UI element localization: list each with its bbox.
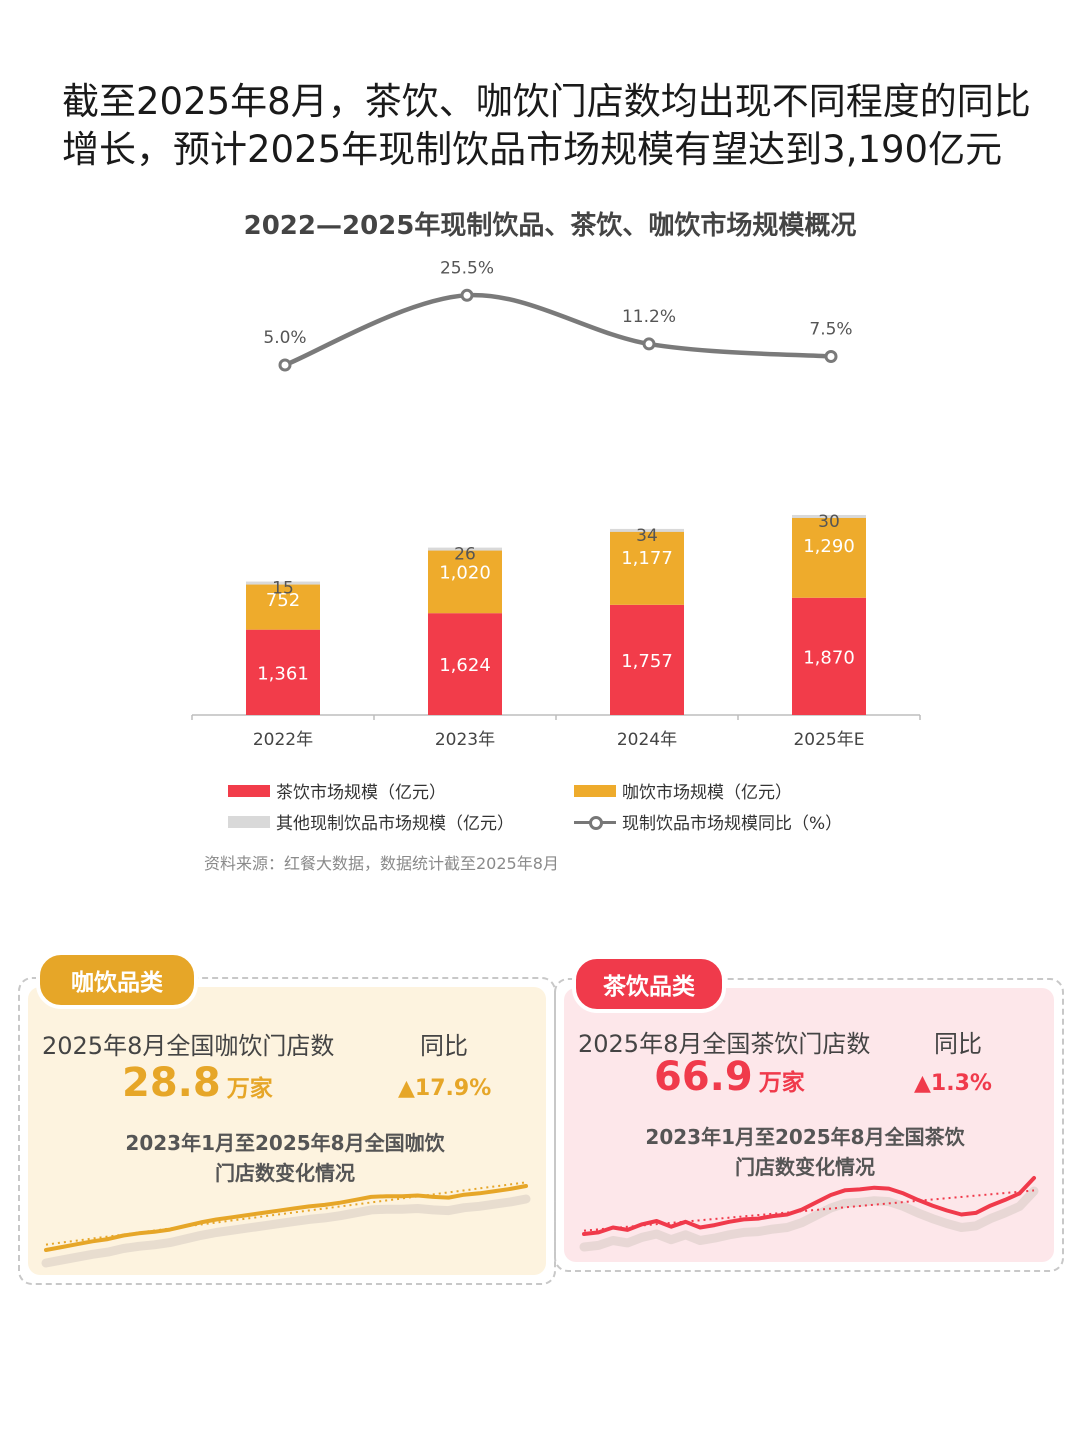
bar-0-2 <box>610 604 684 715</box>
tea-trend-title: 2023年1月至2025年8月全国茶饮 门店数变化情况 <box>580 1122 1030 1182</box>
tea-card-tag: 茶饮品类 <box>572 955 726 1013</box>
coffee-card-label: 2025年8月全国咖饮门店数 <box>42 1032 335 1060</box>
tea-yoy-value: 1.3% <box>930 1071 992 1096</box>
coffee-trend-title: 2023年1月至2025年8月全国咖饮 门店数变化情况 <box>60 1128 510 1188</box>
bar-0-0 <box>246 629 320 715</box>
bar-0-1 <box>428 613 502 715</box>
bar-label-other-2: 34 <box>636 526 658 546</box>
x-tick-label-0: 2022年 <box>253 730 313 750</box>
legend-tea-label: 茶饮市场规模（亿元） <box>276 783 446 803</box>
tea-card-label: 2025年8月全国茶饮门店数 <box>578 1030 871 1058</box>
coffee-trend-line <box>44 1184 528 1252</box>
headline-line-1: 截至2025年8月，茶饮、咖饮门店数均出现不同程度的同比 <box>62 80 1031 123</box>
bar-1-2 <box>610 531 684 605</box>
bar-2-2 <box>610 528 684 532</box>
bar-label-coffee-0: 752 <box>266 590 300 611</box>
legend-other: 其他现制饮品市场规模（亿元） <box>228 809 514 834</box>
yoy-point-1 <box>460 288 474 302</box>
legend-other-swatch <box>228 815 270 828</box>
bar-label-coffee-2: 1,177 <box>621 548 673 569</box>
legend-other-label: 其他现制饮品市场规模（亿元） <box>276 814 514 834</box>
x-tick-label-3: 2025年E <box>793 730 864 750</box>
coffee-card-background <box>28 987 546 1275</box>
coffee-card-yoy-label: 同比 <box>420 1032 468 1060</box>
tea-trend-title-line-1: 2023年1月至2025年8月全国茶饮 <box>645 1125 965 1149</box>
bar-label-tea-0: 1,361 <box>257 663 309 684</box>
coffee-count-unit: 万家 <box>226 1076 273 1102</box>
yoy-point-0 <box>278 358 292 372</box>
legend-tea-swatch <box>228 784 270 797</box>
coffee-trend-title-line-2: 门店数变化情况 <box>215 1161 355 1185</box>
yoy-point-3 <box>824 350 838 363</box>
coffee-yoy: ▲17.9% <box>398 1076 491 1101</box>
coffee-count-value: 28.8 <box>122 1060 221 1106</box>
coffee-card-tag: 咖饮品类 <box>36 951 198 1009</box>
tea-card-yoy-label: 同比 <box>934 1030 982 1058</box>
tea-count-unit: 万家 <box>758 1070 805 1096</box>
yoy-label-2: 11.2% <box>622 307 676 327</box>
tea-card-background <box>564 988 1054 1262</box>
coffee-yoy-value: 17.9% <box>414 1076 492 1101</box>
headline-line-2: 增长，预计2025年现制饮品市场规模有望达到3,190亿元 <box>62 128 1003 171</box>
bar-label-coffee-1: 1,020 <box>439 563 491 584</box>
coffee-card <box>18 977 556 1285</box>
bar-label-tea-3: 1,870 <box>803 647 855 668</box>
yoy-line <box>282 292 834 368</box>
yoy-label-0: 5.0% <box>263 328 306 348</box>
legend-coffee-label: 咖饮市场规模（亿元） <box>622 783 792 803</box>
bar-2-1 <box>428 547 502 551</box>
yoy-point-2 <box>642 337 656 351</box>
chart-legend: 茶饮市场规模（亿元） 咖饮市场规模（亿元） 其他现制饮品市场规模（亿元） 现制饮… <box>228 778 928 838</box>
coffee-store-count: 28.8 万家 <box>122 1060 273 1106</box>
x-tick-label-2: 2024年 <box>617 730 677 750</box>
legend-coffee-swatch <box>574 784 616 797</box>
up-triangle-icon: ▲ <box>914 1071 931 1096</box>
source-note: 资料来源：红餐大数据，数据统计截至2025年8月 <box>204 854 559 873</box>
yoy-label-1: 25.5% <box>440 258 494 278</box>
headline: 截至2025年8月，茶饮、咖饮门店数均出现不同程度的同比 增长，预计2025年现… <box>62 78 1062 174</box>
tea-count-value: 66.9 <box>654 1054 753 1100</box>
coffee-trend-dotted-line <box>45 1181 527 1246</box>
legend-tea: 茶饮市场规模（亿元） <box>228 778 446 803</box>
bar-1-0 <box>246 582 320 630</box>
tea-trend-title-line-2: 门店数变化情况 <box>735 1155 875 1179</box>
legend-yoy: 现制饮品市场规模同比（%） <box>574 809 842 834</box>
tea-store-count: 66.9 万家 <box>654 1054 805 1100</box>
yoy-label-3: 7.5% <box>809 320 852 340</box>
legend-yoy-line-icon <box>574 815 616 830</box>
bar-label-tea-2: 1,757 <box>621 651 673 672</box>
bar-label-tea-1: 1,624 <box>439 655 491 676</box>
tea-card <box>554 978 1064 1272</box>
bar-2-0 <box>246 581 320 585</box>
bar-1-3 <box>792 516 866 598</box>
tea-trend-shadow <box>579 1186 1039 1252</box>
bar-1-1 <box>428 549 502 614</box>
legend-coffee: 咖饮市场规模（亿元） <box>574 778 792 803</box>
legend-yoy-label: 现制饮品市场规模同比（%） <box>622 814 843 834</box>
x-tick-label-1: 2023年 <box>435 730 495 750</box>
bar-0-3 <box>792 597 866 715</box>
bar-label-other-0: 15 <box>272 579 294 599</box>
bar-label-coffee-3: 1,290 <box>803 536 855 557</box>
coffee-trend-title-line-1: 2023年1月至2025年8月全国咖饮 <box>125 1131 445 1155</box>
up-triangle-icon: ▲ <box>398 1076 415 1101</box>
chart-title: 2022—2025年现制饮品、茶饮、咖饮市场规模概况 <box>243 211 857 241</box>
coffee-trend-shadow <box>41 1194 531 1268</box>
bar-2-3 <box>792 514 866 518</box>
tea-yoy: ▲1.3% <box>914 1071 992 1096</box>
bar-label-other-1: 26 <box>454 545 476 565</box>
coffee-trend-chart <box>41 1181 531 1268</box>
bar-label-other-3: 30 <box>818 512 840 532</box>
tea-trend-chart <box>579 1176 1039 1252</box>
tea-trend-line <box>582 1176 1036 1236</box>
